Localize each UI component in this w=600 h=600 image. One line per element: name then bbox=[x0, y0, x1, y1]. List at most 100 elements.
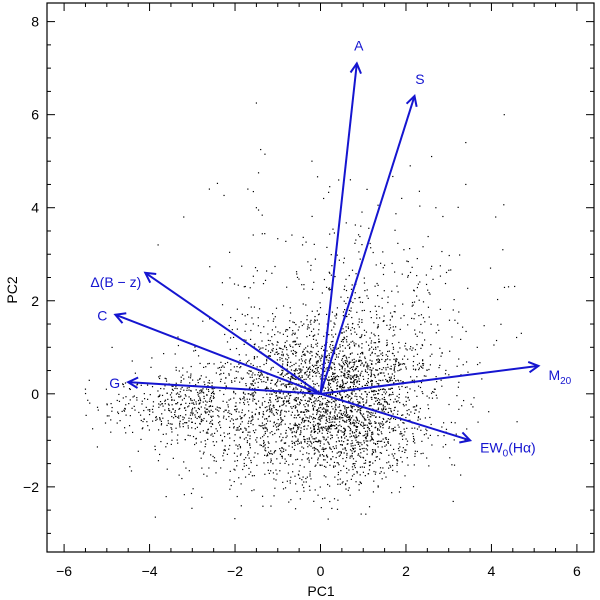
data-point bbox=[260, 332, 262, 334]
data-point bbox=[458, 358, 460, 360]
data-point bbox=[344, 413, 346, 416]
data-point bbox=[416, 343, 418, 346]
data-point bbox=[367, 382, 369, 384]
data-point bbox=[371, 438, 374, 441]
data-point bbox=[334, 476, 336, 478]
data-point bbox=[334, 315, 336, 317]
data-point bbox=[367, 377, 369, 380]
data-point bbox=[392, 348, 395, 350]
data-point bbox=[320, 367, 322, 369]
data-point bbox=[261, 340, 263, 342]
data-point bbox=[377, 358, 379, 360]
data-point bbox=[210, 409, 212, 411]
data-point bbox=[211, 419, 213, 421]
data-point bbox=[345, 421, 347, 423]
data-point bbox=[448, 403, 450, 406]
data-point bbox=[275, 441, 277, 443]
data-point bbox=[414, 409, 416, 411]
data-point bbox=[200, 392, 202, 394]
data-point bbox=[360, 397, 362, 399]
data-point bbox=[136, 384, 138, 386]
data-point bbox=[361, 244, 363, 246]
data-point bbox=[332, 408, 334, 410]
data-point bbox=[205, 432, 208, 434]
data-point bbox=[377, 325, 379, 328]
data-point bbox=[388, 395, 390, 397]
data-point bbox=[343, 300, 345, 302]
data-point bbox=[280, 397, 283, 399]
data-point bbox=[258, 346, 260, 348]
data-point bbox=[273, 406, 275, 409]
data-point bbox=[306, 417, 309, 419]
data-point bbox=[325, 476, 327, 478]
data-point bbox=[337, 418, 339, 420]
data-point bbox=[366, 444, 368, 446]
data-point bbox=[402, 438, 404, 440]
data-point bbox=[273, 421, 275, 423]
data-point bbox=[309, 358, 311, 360]
data-point bbox=[142, 420, 144, 423]
data-point bbox=[198, 403, 200, 405]
data-point bbox=[427, 306, 430, 308]
data-point bbox=[295, 351, 298, 354]
data-point bbox=[380, 431, 382, 433]
data-point bbox=[308, 420, 310, 423]
data-point bbox=[390, 377, 392, 379]
data-point bbox=[270, 367, 273, 369]
data-point bbox=[202, 430, 204, 432]
data-point bbox=[382, 320, 384, 323]
data-point bbox=[374, 376, 376, 379]
data-point bbox=[349, 418, 352, 420]
data-point bbox=[131, 360, 133, 362]
data-point bbox=[326, 355, 328, 357]
data-point bbox=[166, 392, 168, 394]
data-point bbox=[275, 307, 278, 309]
data-point bbox=[359, 396, 361, 398]
data-point bbox=[323, 386, 325, 388]
data-point bbox=[342, 405, 344, 407]
data-point bbox=[289, 482, 291, 484]
data-point bbox=[325, 355, 327, 358]
data-point bbox=[392, 335, 394, 337]
data-point bbox=[351, 406, 353, 408]
data-point bbox=[350, 423, 352, 425]
data-point bbox=[270, 453, 272, 455]
data-point bbox=[403, 363, 406, 365]
data-point bbox=[201, 419, 203, 421]
data-point bbox=[337, 473, 339, 476]
data-point bbox=[425, 433, 427, 435]
data-point bbox=[333, 466, 335, 468]
data-point bbox=[245, 429, 247, 431]
data-point bbox=[374, 397, 376, 399]
data-point bbox=[369, 366, 371, 369]
data-point bbox=[262, 440, 265, 442]
data-point bbox=[383, 315, 385, 317]
data-point bbox=[292, 389, 294, 391]
data-point bbox=[335, 399, 337, 402]
data-point bbox=[278, 436, 281, 438]
data-point bbox=[312, 424, 314, 426]
data-point bbox=[339, 424, 341, 426]
data-point bbox=[409, 419, 411, 421]
data-point bbox=[246, 441, 248, 444]
data-point bbox=[249, 443, 251, 445]
data-point bbox=[317, 361, 319, 363]
data-point bbox=[253, 282, 255, 284]
data-point bbox=[292, 346, 294, 348]
data-point bbox=[317, 410, 319, 413]
data-point bbox=[395, 380, 397, 382]
data-point bbox=[160, 387, 162, 390]
data-point bbox=[281, 420, 283, 423]
data-point bbox=[202, 320, 204, 322]
data-point bbox=[234, 518, 236, 520]
data-point bbox=[168, 409, 170, 411]
data-point bbox=[366, 435, 368, 437]
data-point bbox=[388, 388, 390, 390]
data-point bbox=[361, 347, 363, 349]
data-point bbox=[379, 467, 382, 469]
data-point bbox=[393, 382, 395, 384]
data-point bbox=[350, 406, 352, 408]
data-point bbox=[339, 392, 341, 394]
data-point bbox=[393, 368, 395, 370]
data-point bbox=[265, 348, 267, 350]
